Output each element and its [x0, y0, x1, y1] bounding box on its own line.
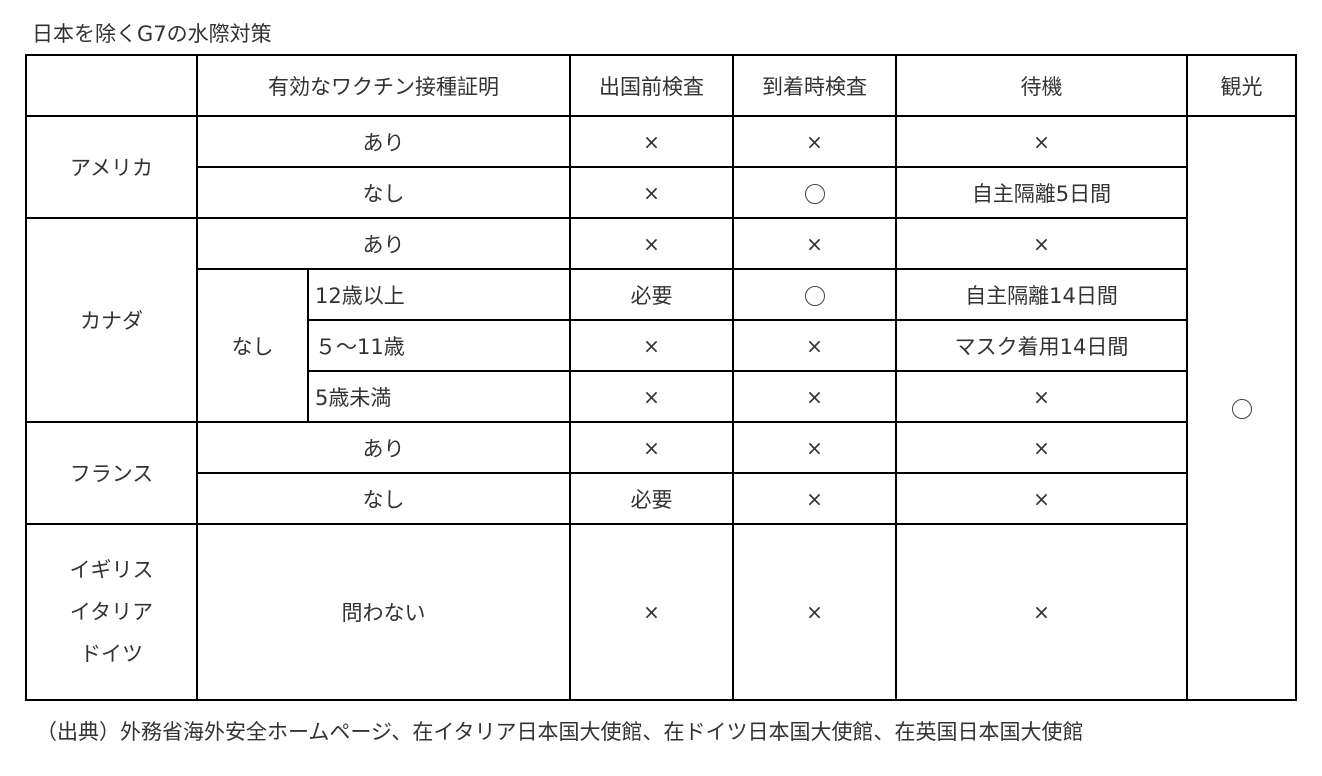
arrival-cell	[732, 166, 897, 219]
vaccine-none-cell: なし	[196, 268, 309, 423]
wait-cell: ×	[895, 217, 1188, 270]
table-row: なし 12歳以上 必要 自主隔離14日間	[26, 268, 1296, 423]
country-usa: アメリカ	[25, 115, 198, 219]
arrival-cell	[732, 268, 897, 321]
vaccine-cell: なし	[196, 472, 571, 525]
circle-mark-icon	[1231, 399, 1252, 419]
arrival-cell: ×	[732, 217, 897, 270]
country-uk: イギリス	[69, 558, 154, 582]
arrival-cell: ×	[732, 523, 897, 701]
wait-cell: マスク着用14日間	[895, 319, 1188, 372]
page-title: 日本を除くG7の水際対策	[32, 22, 272, 46]
arrival-cell: ×	[732, 319, 897, 372]
arrival-cell: ×	[732, 370, 897, 423]
pre-cell: ×	[569, 523, 734, 701]
table-row: フランス あり × × ×	[25, 421, 1296, 525]
vaccine-cell: あり	[196, 421, 571, 474]
pre-cell: ×	[569, 319, 734, 372]
country-germany: ドイツ	[80, 642, 143, 666]
header-empty	[25, 54, 198, 117]
table-row: なし 必要 × ×	[26, 472, 1296, 525]
pre-cell: 必要	[569, 472, 734, 525]
wait-cell: ×	[895, 523, 1188, 701]
vaccine-cell: あり	[196, 217, 571, 270]
header-row: 有効なワクチン接種証明 出国前検査 到着時検査 待機 観光	[25, 54, 1297, 117]
pre-cell: ×	[569, 115, 734, 168]
wait-cell: ×	[895, 370, 1188, 423]
country-canada: カナダ	[25, 217, 198, 423]
header-wait: 待機	[895, 54, 1188, 117]
circle-mark-icon	[804, 285, 825, 306]
pre-cell: 必要	[569, 268, 734, 321]
pre-cell: ×	[569, 370, 734, 423]
header-pre-departure: 出国前検査	[569, 54, 734, 117]
header-tourism: 観光	[1186, 54, 1297, 117]
vaccine-cell: 問わない	[196, 523, 571, 701]
age-cell: ５～11歳	[307, 319, 571, 372]
vaccine-cell: なし	[196, 166, 571, 219]
table-row: アメリカ あり × × ×	[25, 115, 1297, 701]
table-row: イギリス イタリア ドイツ 問わない × × ×	[25, 523, 1296, 701]
age-cell: 5歳未満	[307, 370, 571, 423]
header-arrival: 到着時検査	[732, 54, 897, 117]
border-measures-table: 有効なワクチン接種証明 出国前検査 到着時検査 待機 観光 アメリカ あり × …	[25, 54, 1297, 701]
circle-mark-icon	[804, 183, 825, 204]
vaccine-cell: あり	[196, 115, 571, 168]
arrival-cell: ×	[732, 472, 897, 525]
wait-cell: ×	[895, 472, 1188, 525]
pre-cell: ×	[569, 166, 734, 219]
wait-cell: ×	[895, 421, 1188, 474]
pre-cell: ×	[569, 421, 734, 474]
age-cell: 12歳以上	[307, 268, 571, 321]
country-france: フランス	[25, 421, 198, 525]
country-italy: イタリア	[69, 600, 154, 624]
wait-cell: ×	[895, 115, 1188, 168]
pre-cell: ×	[569, 217, 734, 270]
wait-cell: 自主隔離5日間	[895, 166, 1188, 219]
source-footnote: （出典）外務省海外安全ホームページ、在イタリア日本国大使館、在ドイツ日本国大使館…	[36, 720, 1084, 744]
table-row: カナダ あり × × ×	[25, 217, 1296, 423]
header-vaccine: 有効なワクチン接種証明	[196, 54, 571, 117]
table-row: ５～11歳 × × マスク着用14日間	[26, 319, 1296, 372]
wait-cell: 自主隔離14日間	[895, 268, 1188, 321]
table-row: 5歳未満 × × ×	[26, 370, 1296, 423]
arrival-cell: ×	[732, 421, 897, 474]
table-row: なし × 自主隔離5日間	[26, 166, 1296, 219]
tourism-cell	[1186, 115, 1297, 701]
arrival-cell: ×	[732, 115, 897, 168]
country-uk-italy-germany: イギリス イタリア ドイツ	[25, 523, 198, 701]
